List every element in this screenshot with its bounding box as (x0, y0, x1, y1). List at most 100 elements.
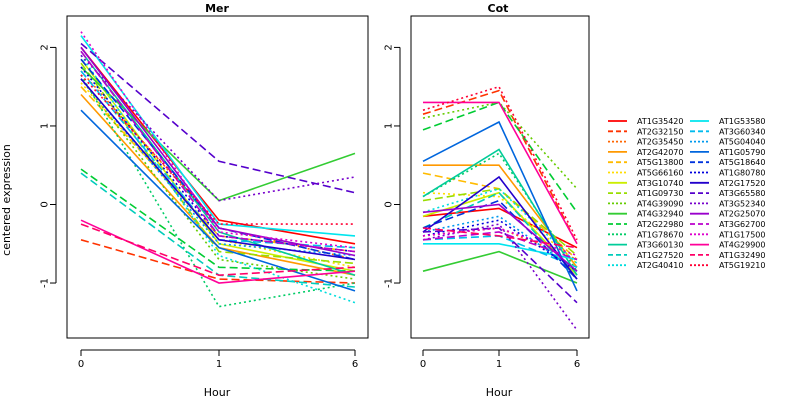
series-line-at3g65580 (80, 42, 356, 194)
legend-label: AT5G04040 (719, 138, 765, 147)
legend-label: AT4G29900 (719, 241, 765, 250)
axes-mer: -1 0 1 2 0 1 6 (40, 44, 359, 370)
legend-label: AT2G42070 (637, 148, 683, 157)
series-line-at1g35420 (80, 46, 356, 245)
y-tick-label: 1 (40, 123, 51, 129)
y-tick-label: 0 (384, 201, 395, 207)
series-line-at1g17500 (80, 31, 356, 249)
series-line-at5g04040 (422, 215, 578, 272)
series-line-at5g66160 (422, 191, 578, 265)
legend-label: AT3G10740 (637, 179, 683, 188)
series-line-at4g39090 (422, 101, 578, 190)
series-line-at5g13800 (422, 172, 578, 261)
series-line-at1g32490 (422, 227, 578, 249)
series-line-at1g09730 (422, 187, 578, 257)
x-axis-label-mer: Hour (204, 386, 231, 399)
series-line-at2g32150 (80, 239, 356, 284)
panel-title-cot: Cot (488, 2, 509, 15)
legend-label: AT1G09730 (637, 189, 683, 198)
x-tick-label: 6 (574, 359, 580, 370)
y-tick-label: 2 (40, 44, 51, 50)
axes-cot: -1 0 1 2 0 1 6 (384, 44, 581, 370)
legend-label: AT3G62700 (719, 220, 765, 229)
series-line-at1g27520 (422, 191, 578, 280)
series-line-at2g40410 (80, 54, 356, 304)
x-tick-label: 0 (420, 359, 426, 370)
legend-label: AT2G35450 (637, 138, 683, 147)
y-tick-label: 2 (384, 44, 395, 50)
series-line-at2g22980 (422, 101, 578, 213)
series-line-at5g66160 (80, 82, 356, 269)
series-line-at3g52340 (422, 223, 578, 331)
legend-label: AT3G60340 (719, 127, 765, 136)
series-line-at1g78670 (422, 152, 578, 272)
legend-label: AT1G53580 (719, 117, 765, 126)
legend-label: AT3G52340 (719, 199, 765, 208)
legend-label: AT5G66160 (637, 169, 683, 178)
series-line-at1g05790 (422, 120, 578, 292)
series-line-at4g39090 (80, 78, 356, 280)
legend-label: AT2G17520 (719, 179, 765, 188)
series-line-at4g32940 (422, 250, 578, 284)
legend-label: AT5G19210 (719, 261, 765, 270)
series-line-at5g04040 (80, 78, 356, 257)
series-line-at5g18640 (422, 199, 578, 280)
legend-label: AT1G27520 (637, 251, 683, 260)
series-line-at1g32490 (80, 223, 356, 277)
legend-label: AT1G80780 (719, 169, 765, 178)
legend-label: AT5G13800 (637, 158, 683, 167)
legend-label: AT2G25070 (719, 210, 765, 219)
series-group-mer (80, 31, 356, 308)
series-line-at5g19210 (422, 85, 578, 241)
x-tick-label: 1 (496, 359, 502, 370)
series-line-at3g10740 (422, 191, 578, 276)
series-line-at3g60340 (80, 70, 356, 249)
series-line-at1g09730 (80, 62, 356, 265)
y-tick-label: -1 (384, 278, 395, 288)
panel-title-mer: Mer (205, 2, 229, 15)
series-line-at1g17500 (422, 227, 578, 257)
x-tick-label: 6 (352, 359, 358, 370)
series-line-at2g17520 (422, 175, 578, 280)
y-tick-label: 1 (384, 123, 395, 129)
plot-frame-mer (66, 15, 369, 339)
legend-label: AT1G32490 (719, 251, 765, 260)
series-line-at1g05790 (80, 109, 356, 292)
legend-label: AT3G65580 (719, 189, 765, 198)
legend-label: AT2G22980 (637, 220, 683, 229)
x-axis-label-cot: Hour (486, 386, 513, 399)
legend-label: AT2G32150 (637, 127, 683, 136)
series-line-at2g32150 (422, 89, 578, 245)
series-line-at1g53580 (423, 243, 578, 261)
panel-cot: Cot -1 0 1 2 0 1 6 Hour (384, 2, 590, 399)
x-tick-label: 0 (78, 359, 84, 370)
series-line-at1g78670 (80, 74, 356, 308)
legend-label: AT2G40410 (637, 261, 683, 270)
legend-label: AT5G18640 (719, 158, 765, 167)
legend-label: AT1G17500 (719, 230, 765, 239)
y-tick-label: 0 (40, 201, 51, 207)
series-line-at4g32940 (80, 66, 356, 202)
series-line-at5g19210 (80, 74, 355, 225)
series-line-at3g62700 (422, 231, 578, 261)
legend: AT1G35420AT2G32150AT2G35450AT2G42070AT5G… (608, 117, 765, 270)
legend-label: AT1G78670 (637, 230, 683, 239)
legend-label: AT4G32940 (637, 210, 683, 219)
series-line-at3g62700 (80, 50, 356, 253)
legend-label: AT4G39090 (637, 199, 683, 208)
series-line-at2g22980 (80, 168, 356, 272)
x-tick-label: 1 (216, 359, 222, 370)
legend-label: AT1G35420 (637, 117, 683, 126)
legend-label: AT1G05790 (719, 148, 765, 157)
series-line-at2g40410 (422, 187, 578, 264)
series-line-at2g25070 (80, 46, 356, 257)
series-line-at2g17520 (80, 78, 356, 261)
plot-frame-cot (410, 15, 590, 339)
y-tick-label: -1 (40, 278, 51, 288)
series-line-at2g25070 (422, 203, 578, 272)
panel-mer: Mer -1 0 1 2 0 1 6 Hour (40, 2, 369, 399)
y-axis-label: centered expression (0, 144, 13, 256)
legend-label: AT3G60130 (637, 241, 683, 250)
series-line-at1g53580 (80, 35, 356, 237)
